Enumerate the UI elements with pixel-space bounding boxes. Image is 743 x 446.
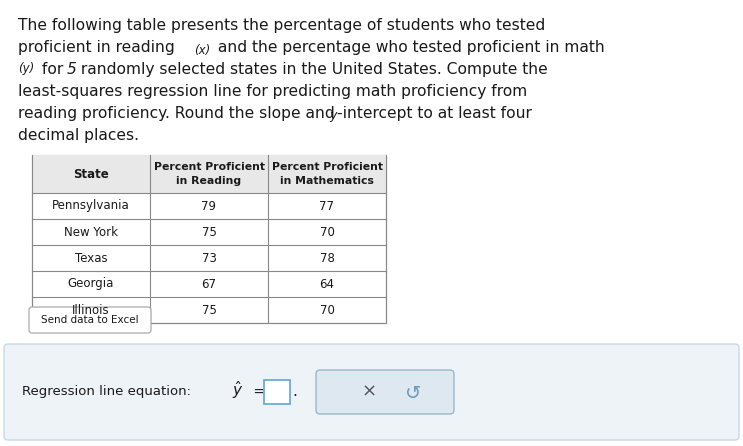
Text: Regression line equation:: Regression line equation: (22, 385, 191, 398)
Text: and the percentage who tested proficient in math: and the percentage who tested proficient… (213, 40, 605, 55)
Bar (32, 155, 386, 323)
FancyBboxPatch shape (29, 307, 151, 333)
Text: decimal places.: decimal places. (18, 128, 139, 143)
Text: 73: 73 (201, 252, 216, 264)
Text: 64: 64 (319, 277, 334, 290)
Text: 77: 77 (319, 199, 334, 212)
Text: Percent Proficient
in Reading: Percent Proficient in Reading (154, 162, 265, 186)
Bar (32, 155, 386, 193)
Text: reading proficiency. Round the slope and: reading proficiency. Round the slope and (18, 106, 340, 121)
Bar (264, 380, 290, 404)
Text: least-squares regression line for predicting math proficiency from: least-squares regression line for predic… (18, 84, 528, 99)
FancyBboxPatch shape (316, 370, 454, 414)
Text: =: = (249, 385, 265, 399)
Text: $\hat{y}$: $\hat{y}$ (232, 379, 244, 401)
Text: Illinois: Illinois (72, 303, 110, 317)
Text: .: . (292, 384, 297, 400)
Text: for: for (37, 62, 68, 77)
Text: proficient in reading: proficient in reading (18, 40, 180, 55)
Text: 70: 70 (319, 226, 334, 239)
Text: (y): (y) (18, 62, 34, 75)
FancyBboxPatch shape (4, 344, 739, 440)
Text: The following table presents the percentage of students who tested: The following table presents the percent… (18, 18, 545, 33)
Text: 5: 5 (67, 62, 77, 77)
Text: ↺: ↺ (406, 384, 422, 402)
Text: 70: 70 (319, 303, 334, 317)
Text: Pennsylvania: Pennsylvania (52, 199, 130, 212)
Text: New York: New York (64, 226, 118, 239)
Text: 75: 75 (201, 226, 216, 239)
Text: y: y (329, 109, 337, 122)
Text: Georgia: Georgia (68, 277, 114, 290)
Text: ×: × (362, 383, 377, 401)
Text: Percent Proficient
in Mathematics: Percent Proficient in Mathematics (271, 162, 383, 186)
Text: Send data to Excel: Send data to Excel (41, 315, 139, 325)
Text: 67: 67 (201, 277, 216, 290)
Text: 75: 75 (201, 303, 216, 317)
Text: (x): (x) (194, 44, 210, 57)
Text: -intercept to at least four: -intercept to at least four (337, 106, 532, 121)
Text: Texas: Texas (75, 252, 107, 264)
Text: State: State (73, 168, 109, 181)
Text: 78: 78 (319, 252, 334, 264)
Text: randomly selected states in the United States. Compute the: randomly selected states in the United S… (76, 62, 548, 77)
Text: 79: 79 (201, 199, 216, 212)
